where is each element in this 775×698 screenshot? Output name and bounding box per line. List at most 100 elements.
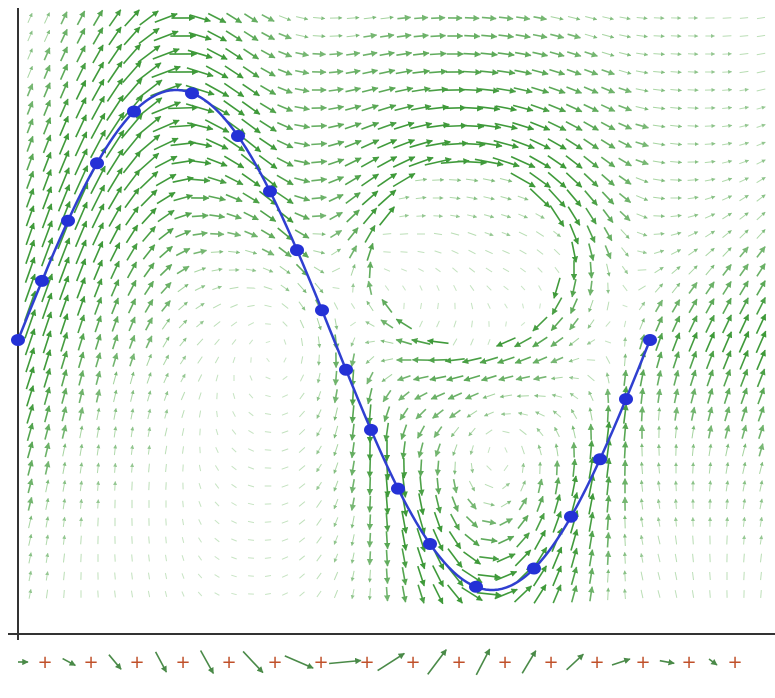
field-arrow <box>522 303 524 309</box>
field-arrow <box>485 249 493 255</box>
field-arrow <box>113 444 118 456</box>
field-arrow <box>498 375 514 382</box>
field-arrow <box>212 285 222 291</box>
plus-icon: + <box>267 652 282 673</box>
field-arrow <box>347 227 359 241</box>
field-arrow <box>704 213 716 219</box>
field-arrow <box>396 375 411 382</box>
field-arrow <box>281 574 289 578</box>
plus-icon: + <box>497 652 512 673</box>
field-arrow <box>316 536 322 544</box>
strip-arrow <box>708 658 718 666</box>
field-arrow <box>740 387 748 405</box>
field-arrow <box>529 155 552 169</box>
field-arrow <box>398 195 410 200</box>
field-arrow <box>364 340 375 345</box>
field-arrow <box>350 321 356 327</box>
field-arrow <box>673 388 680 404</box>
field-arrow <box>264 575 272 577</box>
field-arrow <box>688 248 698 256</box>
field-arrow <box>131 590 133 598</box>
field-arrow <box>689 369 697 387</box>
field-arrow <box>232 356 236 364</box>
field-arrow <box>399 213 409 218</box>
field-arrow <box>92 44 104 64</box>
field-arrow <box>587 319 595 329</box>
field-arrow <box>637 250 648 255</box>
field-arrow <box>639 461 644 475</box>
field-arrow <box>334 318 339 330</box>
field-arrow <box>707 387 714 404</box>
field-arrow <box>333 302 339 310</box>
field-arrow <box>756 105 766 110</box>
field-arrow <box>415 408 427 420</box>
field-arrow <box>672 351 680 369</box>
field-arrow <box>482 178 496 183</box>
field-arrow <box>395 68 413 75</box>
field-arrow <box>605 356 611 364</box>
field-arrow <box>231 465 237 471</box>
field-arrow <box>566 189 582 207</box>
field-arrow <box>265 376 271 380</box>
field-arrow <box>25 222 35 246</box>
field-arrow <box>722 105 733 110</box>
field-arrow <box>362 68 379 75</box>
field-arrow <box>553 493 562 514</box>
field-arrow <box>215 374 219 382</box>
field-arrow <box>346 33 360 38</box>
field-arrow <box>59 294 69 318</box>
field-arrow <box>512 121 535 131</box>
field-arrow <box>705 281 715 295</box>
field-arrow <box>350 534 355 547</box>
field-arrow <box>181 573 185 579</box>
field-arrow <box>349 405 356 424</box>
field-arrow <box>742 535 747 545</box>
field-arrow <box>383 586 391 602</box>
field-arrow <box>554 426 560 438</box>
field-arrow <box>128 316 136 332</box>
field-arrow <box>367 569 372 583</box>
field-arrow <box>408 156 434 168</box>
field-arrow <box>601 33 615 39</box>
field-arrow <box>722 247 732 257</box>
field-arrow <box>497 51 515 58</box>
field-arrow <box>316 317 322 331</box>
field-arrow <box>58 133 70 155</box>
field-arrow <box>605 421 612 443</box>
field-arrow <box>570 279 577 298</box>
field-arrow <box>158 227 174 241</box>
field-arrow <box>636 16 648 21</box>
field-arrow <box>521 445 525 455</box>
field-arrow <box>350 552 355 564</box>
field-arrow <box>241 173 261 187</box>
field-arrow <box>600 104 616 112</box>
field-arrow <box>169 122 198 129</box>
field-arrow <box>316 500 322 508</box>
field-arrow <box>205 138 229 150</box>
field-arrow <box>653 88 666 93</box>
field-arrow <box>586 339 596 345</box>
field-arrow <box>59 63 69 81</box>
field-arrow <box>415 177 428 182</box>
field-arrow <box>585 16 598 21</box>
field-arrow <box>63 571 65 581</box>
field-arrow <box>671 315 681 333</box>
field-arrow <box>28 552 33 564</box>
field-arrow <box>457 159 488 166</box>
field-arrow <box>294 159 311 166</box>
field-arrow <box>316 391 322 402</box>
field-arrow <box>532 33 548 40</box>
field-arrow <box>520 322 526 326</box>
field-arrow <box>95 352 102 368</box>
field-arrow <box>378 206 396 226</box>
field-arrow <box>24 328 36 356</box>
strip-arrow <box>154 651 168 673</box>
field-arrow <box>130 463 135 473</box>
field-arrow <box>688 298 698 314</box>
field-arrow <box>468 480 476 492</box>
field-arrow <box>601 191 615 205</box>
field-arrow <box>381 298 393 313</box>
field-arrow <box>622 422 629 441</box>
field-arrow <box>723 368 732 387</box>
field-arrow <box>384 512 391 533</box>
